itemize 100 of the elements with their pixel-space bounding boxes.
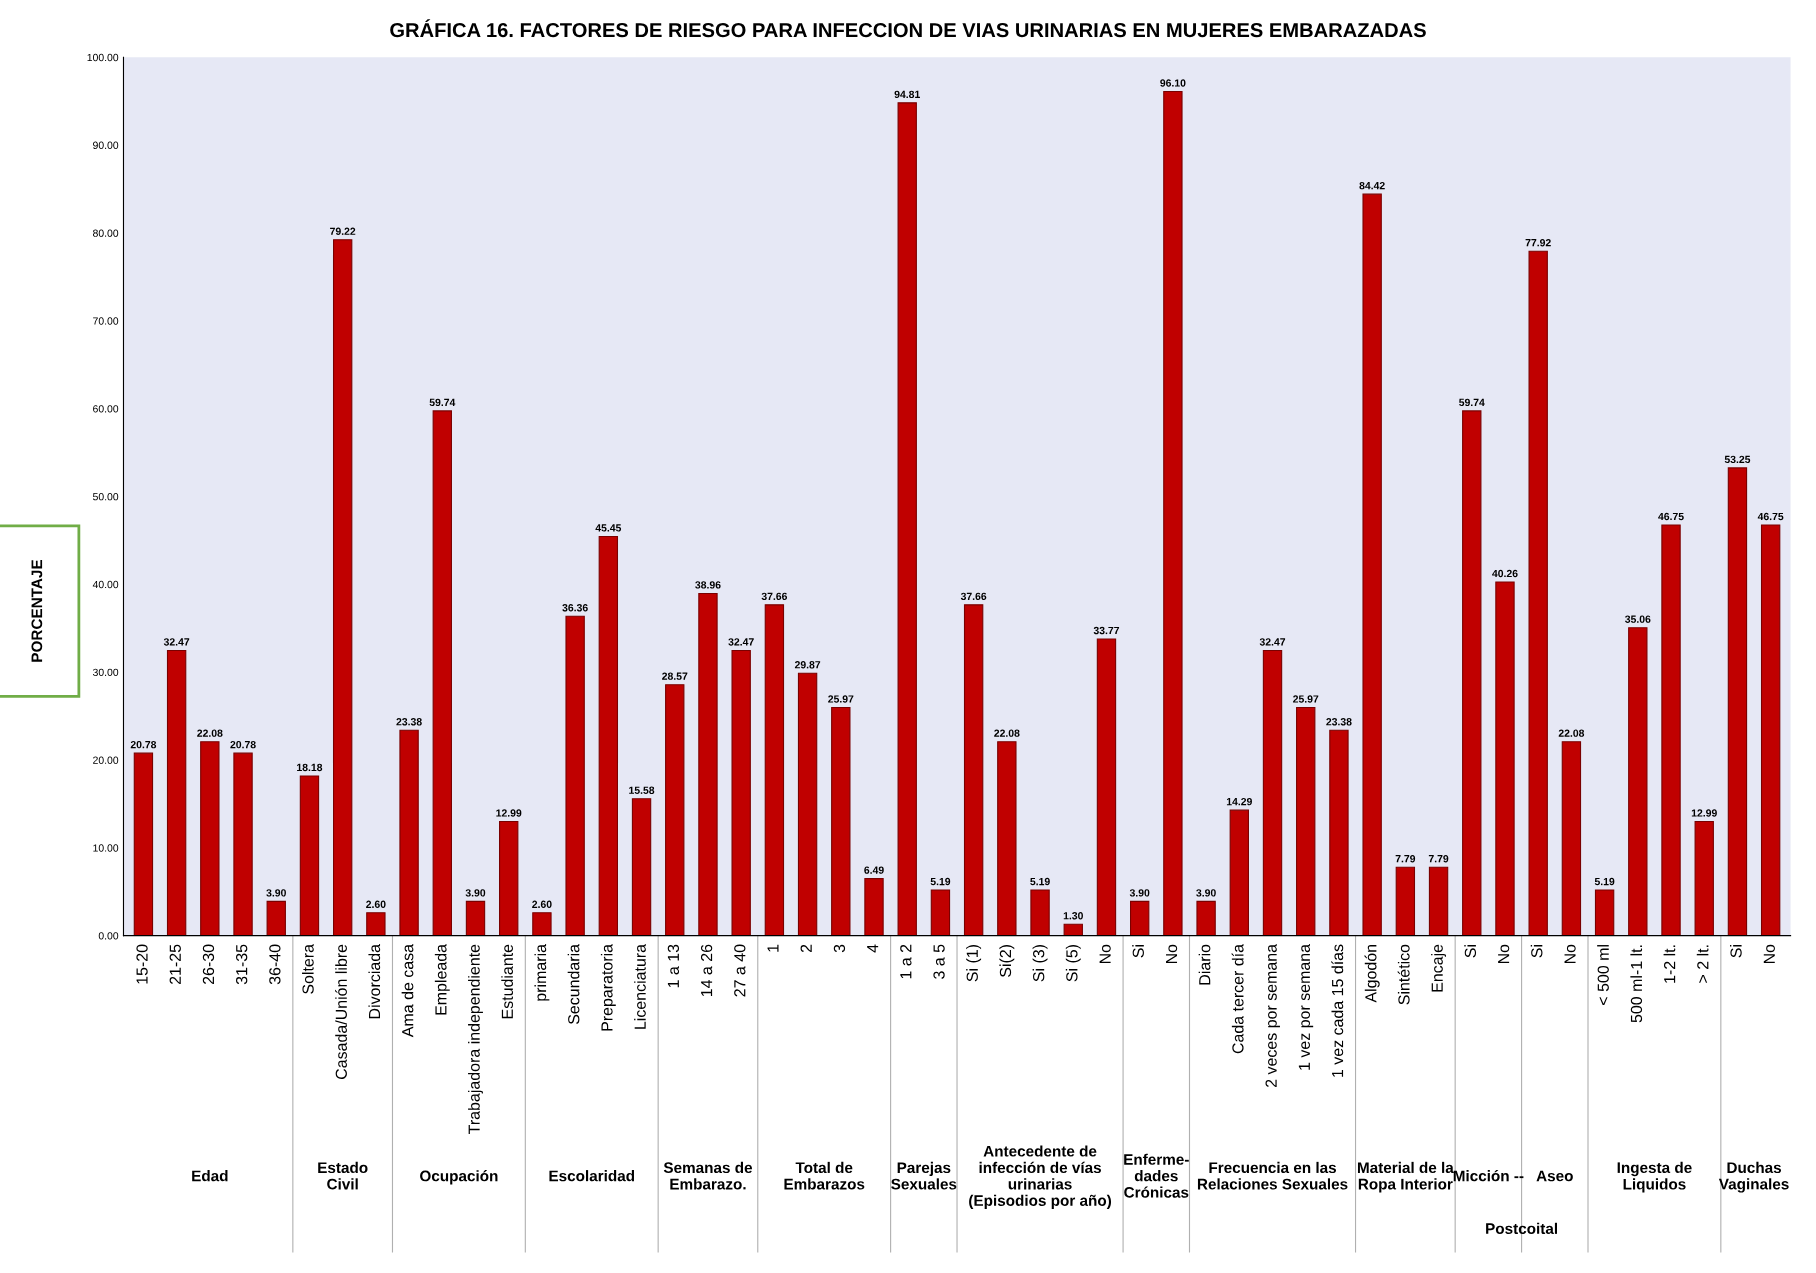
x-tick-label: Algodón: [1364, 945, 1380, 1003]
x-tick-label: Estudiante: [501, 944, 513, 1019]
data-label: 46.75: [1757, 512, 1784, 521]
bar: [1694, 820, 1714, 936]
bar: [1063, 923, 1083, 936]
data-label: 59.74: [1459, 398, 1485, 407]
data-label: 32.47: [728, 638, 754, 646]
text: Antecedente de infección de vías urinarias (Episodios por año): [969, 1145, 1112, 1210]
bar: [1262, 649, 1283, 936]
bar: [332, 239, 353, 936]
bar: [1196, 900, 1216, 936]
x-tick-label: 4: [867, 944, 879, 953]
bar: [864, 878, 884, 936]
x-tick-label: Si (3): [1032, 944, 1048, 982]
bar: [731, 649, 751, 936]
bar: [233, 752, 253, 936]
bar: [1362, 193, 1382, 936]
data-label: 12.99: [496, 809, 522, 817]
x-tick-label: No: [1166, 944, 1178, 964]
text: Material de la Ropa Interior: [1357, 1161, 1454, 1193]
bar: [665, 684, 685, 936]
data-label: 59.74: [429, 398, 456, 407]
bar: [200, 741, 220, 936]
x-tick-label: Ama de casa: [401, 943, 414, 1038]
x-tick-label: Si (5): [1065, 944, 1081, 982]
x-tick-label: 36-40: [269, 944, 281, 985]
data-label: 20.78: [130, 740, 157, 749]
x-tick-label: 3 a 5: [933, 944, 945, 979]
x-tick-label: Si: [1464, 945, 1477, 958]
y-tick-label: 0.00: [98, 932, 119, 940]
x-tick-label: 31-35: [236, 944, 248, 985]
bar: [1727, 467, 1748, 936]
bar: [465, 900, 486, 936]
data-label: 84.42: [1359, 181, 1385, 190]
bar: [1030, 889, 1050, 936]
data-label: 5.19: [1030, 877, 1050, 886]
x-tick-label: Si: [1530, 945, 1543, 958]
data-label: 5.19: [1594, 877, 1615, 886]
bar: [1229, 809, 1249, 936]
data-label: 40.26: [1492, 569, 1518, 578]
x-tick-label: 1 a 13: [667, 944, 680, 988]
data-label: 36.36: [562, 604, 588, 612]
bar: [1628, 627, 1648, 936]
text: Ocupación: [420, 1170, 498, 1185]
x-tick-label: Si (1): [966, 944, 982, 982]
y-axis-title: PORCENTAJE: [31, 559, 43, 662]
data-label: 23.38: [1326, 718, 1352, 726]
bar: [831, 706, 851, 936]
data-label: 20.78: [230, 740, 256, 749]
y-tick-label: 40.00: [92, 580, 119, 589]
x-tick-label: Si(2): [999, 944, 1015, 977]
x-tick-label: primaria: [534, 943, 550, 1001]
bar: [1561, 741, 1582, 936]
bar: [997, 741, 1017, 936]
x-tick-label: 1 vez cada 15 días: [1331, 944, 1344, 1077]
data-label: 45.45: [595, 524, 622, 532]
text: Ingesta de Liquidos: [1617, 1161, 1692, 1193]
data-label: 1.30: [1063, 912, 1083, 920]
chart-title: GRÁFICA 16. FACTORES DE RIESGO PARA INFECCION DE VIAS URINARIAS EN MUJERES EMBARAZADAS: [390, 19, 1426, 38]
x-tick-label: Si: [1132, 945, 1144, 958]
bar: [897, 102, 917, 936]
y-tick-label: 20.00: [93, 756, 119, 764]
data-label: 46.75: [1658, 512, 1684, 521]
data-label: 96.10: [1160, 79, 1186, 87]
bar: [1528, 250, 1548, 936]
bar: [930, 889, 951, 936]
data-label: 53.25: [1724, 455, 1751, 464]
x-tick-label: No: [1763, 944, 1775, 964]
data-label: 29.87: [794, 661, 821, 669]
x-tick-label: Soltera: [302, 943, 314, 994]
y-tick-label: 60.00: [93, 405, 119, 413]
data-label: 3.90: [1196, 889, 1216, 897]
x-tick-label: Sintético: [1397, 944, 1410, 1005]
x-tick-label: 500 ml-1 lt.: [1630, 945, 1643, 1023]
y-tick-label: 10.00: [93, 844, 119, 852]
bar: [532, 912, 552, 936]
x-tick-label: 2 veces por semana: [1265, 943, 1280, 1087]
y-tick-label: 50.00: [92, 492, 119, 501]
data-label: 3.90: [465, 889, 486, 897]
bar: [631, 798, 652, 936]
bar: [1495, 581, 1515, 936]
data-label: 22.08: [1558, 729, 1585, 737]
data-label: 25.97: [828, 695, 854, 703]
data-label: 28.57: [662, 672, 688, 680]
data-label: 77.92: [1525, 239, 1551, 247]
x-tick-label: Licenciatura: [634, 943, 646, 1029]
text: Semanas de Embarazo.: [663, 1161, 753, 1190]
x-tick-label: 1 vez por semana: [1298, 943, 1314, 1070]
x-tick-label: Casada/Unión libre: [335, 944, 347, 1080]
data-label: 94.81: [894, 90, 920, 99]
data-label: 3.90: [1129, 889, 1150, 897]
data-label: 23.38: [396, 718, 422, 726]
x-tick-label: Cada tercer día: [1231, 943, 1244, 1054]
data-label: 38.96: [695, 581, 721, 589]
x-tick-label: 3: [833, 944, 846, 953]
data-label: 14.29: [1226, 797, 1252, 806]
data-label: 79.22: [330, 227, 356, 235]
text: Micción --: [1453, 1169, 1524, 1182]
x-tick-label: 15-20: [136, 944, 148, 984]
y-tick-label: 80.00: [93, 229, 119, 237]
